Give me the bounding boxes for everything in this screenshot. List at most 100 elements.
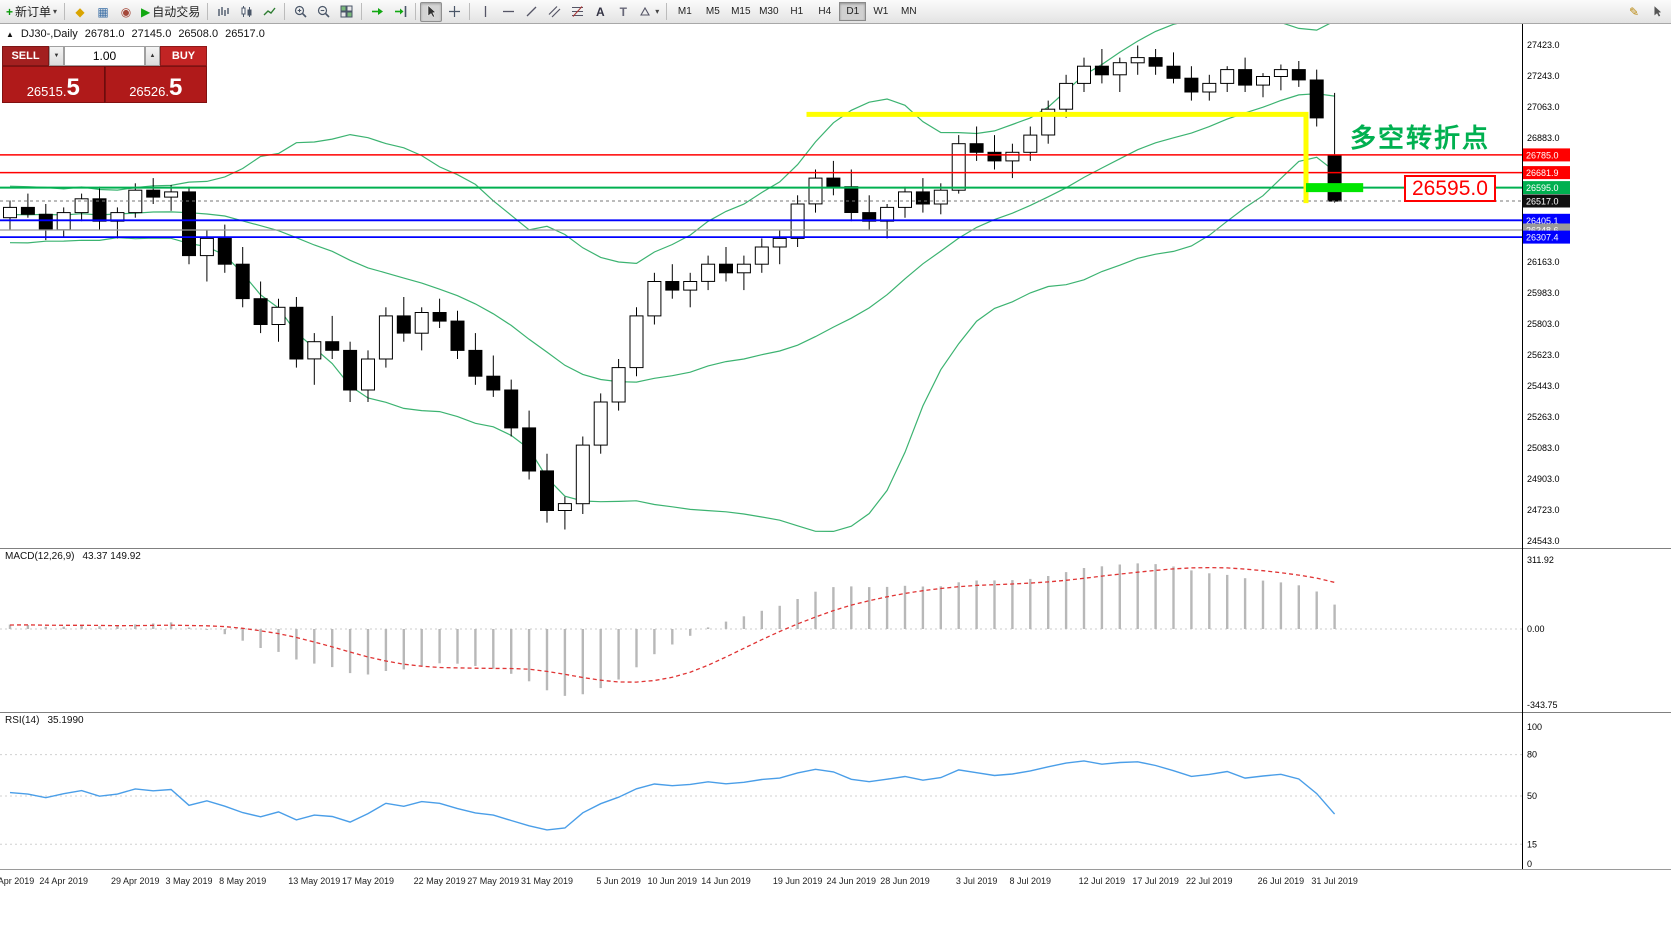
timeframe-w1[interactable]: W1 [867, 2, 894, 21]
edit-toolbar-button[interactable]: ✎ [1623, 2, 1645, 22]
macd-histogram [8, 563, 1336, 696]
rsi-scale-label: 50 [1527, 791, 1537, 801]
symbol-period-label: DJ30-,Daily [20, 28, 78, 40]
price-line-label-text: 26785.0 [1526, 150, 1559, 160]
chart-shift-button[interactable] [389, 2, 411, 22]
buy-price: 26526. [129, 84, 169, 99]
time-axis[interactable]: 18 Apr 2019 24 Apr 2019 29 Apr 2019 3 May 2… [0, 869, 1671, 895]
timeframe-h4[interactable]: H4 [811, 2, 838, 21]
turning-point-annotation[interactable]: 多空转折点 [1350, 123, 1491, 153]
price-line-label [1523, 148, 1570, 162]
macd-values: 43.37 149.92 [82, 551, 141, 562]
tile-windows-button[interactable] [335, 2, 357, 22]
autotrading-button[interactable]: ▶ 自动交易 [138, 2, 203, 22]
candle [38, 204, 53, 241]
date-label: 5 Jun 2019 [596, 876, 641, 886]
buy-price-button[interactable]: 26526. 5 [104, 66, 207, 103]
pointer-icon [1653, 6, 1661, 17]
profiles-button[interactable]: ▦ [92, 2, 114, 22]
timeframe-m30[interactable]: M30 [755, 2, 782, 21]
price-line-label-text: 26681.9 [1526, 168, 1559, 178]
label-tool-button[interactable]: T [612, 2, 634, 22]
community-button[interactable]: ◉ [115, 2, 137, 22]
vertical-line-icon [484, 6, 486, 17]
new-order-label: 新订单 [15, 5, 52, 19]
candle [1291, 61, 1306, 87]
date-label: 29 Apr 2019 [111, 876, 160, 886]
rsi-scale-label: 100 [1527, 722, 1542, 732]
timeframe-mn[interactable]: MN [895, 2, 922, 21]
new-order-button[interactable]: + 新订单 ▾ [3, 2, 60, 22]
price-callout-box[interactable]: 26595.0 [1404, 175, 1496, 202]
candle [915, 178, 930, 213]
zoom-out-button[interactable] [312, 2, 334, 22]
rsi-name: RSI(14) [5, 715, 40, 726]
candle [1059, 74, 1074, 118]
timeframe-m15[interactable]: M15 [727, 2, 754, 21]
date-label: 17 Jul 2019 [1132, 876, 1179, 886]
shapes-icon [640, 6, 651, 16]
candle [1309, 69, 1324, 127]
zoom-out-icon [317, 5, 330, 18]
candle [253, 281, 268, 334]
rsi-panel[interactable]: 100 80 50 15 0 [0, 712, 1671, 869]
price-line-label [1523, 230, 1570, 244]
close-value: 26517.0 [225, 28, 265, 40]
symbol-marker-icon: ▲ [6, 29, 14, 39]
timeframe-m5[interactable]: M5 [699, 2, 726, 21]
auto-scroll-icon [371, 8, 383, 15]
candle [450, 310, 465, 359]
cursor-tool-button[interactable] [420, 1, 443, 22]
candle [271, 298, 286, 342]
sell-button[interactable]: SELL [2, 46, 49, 66]
candle [736, 255, 751, 291]
candle [164, 185, 179, 211]
candle [414, 307, 429, 351]
price-tick-label: 24903.0 [1527, 474, 1560, 484]
price-tick-label: 27423.0 [1527, 40, 1560, 50]
macd-panel[interactable]: 311.92 0.00 -343.75 [0, 548, 1671, 712]
date-label: 3 May 2019 [165, 876, 213, 886]
line-chart-mode-icon [263, 7, 276, 16]
date-label: 19 Jun 2019 [772, 876, 823, 886]
label-tool-icon: T [619, 4, 627, 19]
rsi-scale-label: 0 [1527, 859, 1532, 869]
crosshair-tool-button[interactable] [443, 2, 465, 22]
high-value: 27145.0 [131, 28, 172, 40]
text-tool-button[interactable]: A [589, 2, 611, 22]
fibonacci-tool-button[interactable] [566, 2, 588, 22]
pointer-button[interactable] [1646, 2, 1668, 22]
price-line-label-text: 26405.1 [1526, 216, 1559, 226]
yellow-breakdown-marker[interactable] [806, 111, 1309, 204]
price-line-label-text: 26595.0 [1526, 183, 1559, 193]
horizontal-line-icon [502, 10, 514, 13]
volume-input[interactable]: 1.00 [64, 46, 145, 66]
shapes-tool-button[interactable]: ▾ [635, 2, 662, 22]
price-tick-label: 27243.0 [1527, 71, 1560, 81]
zoom-in-button[interactable] [289, 2, 311, 22]
price-line-label-text: 26307.4 [1526, 233, 1559, 243]
timeframe-h1[interactable]: H1 [783, 2, 810, 21]
price-chart[interactable]: 27423.0 27243.0 27063.0 26883.0 26163.0 25983… [0, 24, 1671, 548]
channel-tool-button[interactable] [543, 2, 565, 22]
volume-increase-button[interactable]: ▲ [145, 46, 160, 66]
sell-price-button[interactable]: 26515. 5 [2, 66, 105, 103]
horizontal-line-tool-button[interactable] [497, 2, 519, 22]
candle [343, 341, 358, 402]
timeframe-d1[interactable]: D1 [839, 2, 867, 21]
line-chart-mode-button[interactable] [258, 2, 280, 22]
candle [110, 207, 125, 239]
candlestick-mode-button[interactable] [235, 2, 257, 22]
timeframe-m1[interactable]: M1 [671, 2, 698, 21]
vertical-line-tool-button[interactable] [474, 2, 496, 22]
trendline-tool-button[interactable] [520, 2, 542, 22]
buy-button[interactable]: BUY [160, 46, 207, 66]
bar-chart-mode-button[interactable] [212, 2, 234, 22]
price-line-label [1523, 181, 1570, 195]
new-chart-button[interactable]: ◆ [69, 2, 91, 22]
volume-decrease-button[interactable]: ▼ [49, 46, 64, 66]
candle [969, 126, 984, 161]
auto-scroll-button[interactable] [366, 2, 388, 22]
candle [146, 178, 161, 204]
candle [629, 307, 644, 377]
